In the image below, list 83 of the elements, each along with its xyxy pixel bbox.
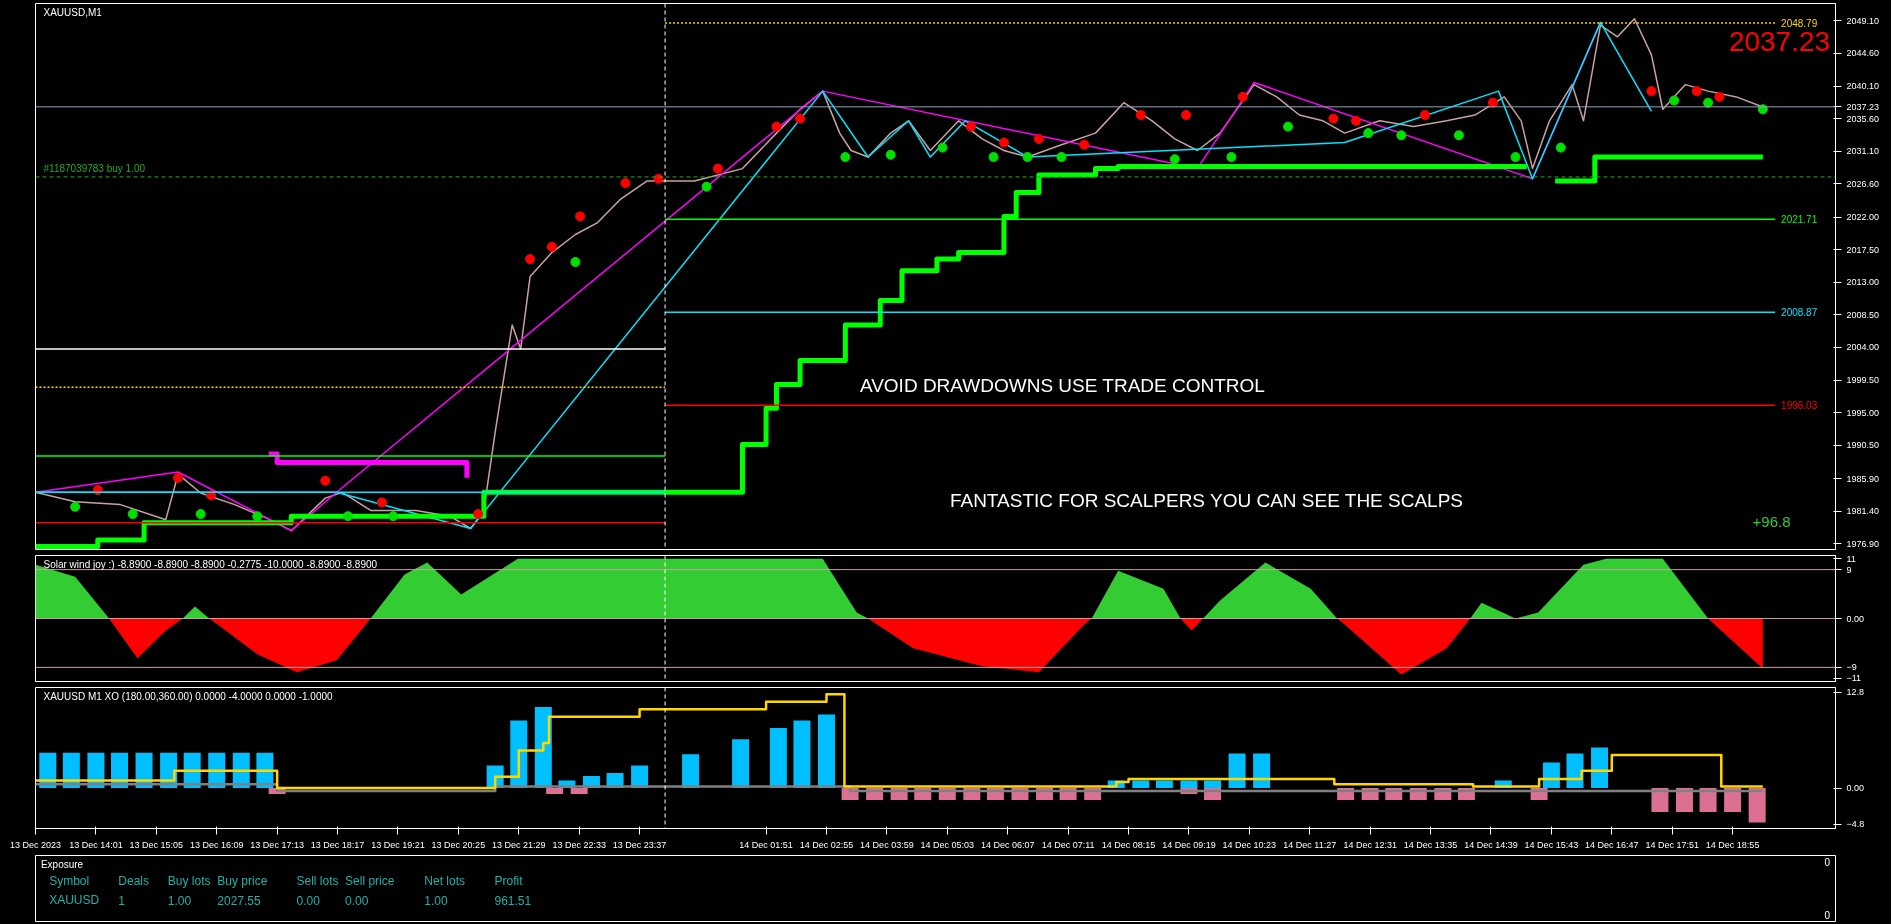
y-tick-label: 2049.10 — [1846, 15, 1880, 26]
y-tick-label: 12.8 — [1846, 687, 1865, 697]
series-label: 2008.87 — [1781, 307, 1818, 319]
chart-title: XAUUSD M1 XO (180.00,360.00) 0.0000 -4.0000 0.0000 -1.0000 — [43, 690, 334, 702]
text: Symbol — [49, 873, 90, 888]
series-label: 2021.71 — [1781, 214, 1818, 226]
annotation: FANTASTIC FOR SCALPERS YOU CAN SEE THE SCALPS — [949, 489, 1464, 511]
y-tick-label: 2026.60 — [1846, 178, 1880, 189]
y-tick-label: −11 — [1846, 673, 1862, 684]
x-tick-label: 14 Dec 02:55 — [799, 839, 854, 850]
text: XAUUSD — [49, 893, 100, 908]
x-tick-label: 14 Dec 05:03 — [920, 839, 975, 850]
text: 0 — [1824, 857, 1831, 869]
text: 2027.55 — [217, 893, 261, 908]
x-tick-label: 14 Dec 15:43 — [1524, 839, 1579, 850]
text: Buy lots — [167, 873, 211, 888]
x-tick-label: 14 Dec 06:07 — [980, 839, 1035, 850]
y-tick-label: 0.00 — [1846, 783, 1865, 793]
x-tick-label: 13 Dec 16:09 — [189, 839, 244, 850]
x-tick-label: 14 Dec 01:51 — [739, 839, 793, 850]
y-tick-label: 2022.00 — [1846, 212, 1880, 223]
text: Deals — [118, 873, 149, 888]
y-tick-label: 2017.50 — [1846, 244, 1880, 255]
y-tick-label: 11 — [1846, 553, 1856, 564]
x-tick-label: 13 Dec 14:01 — [69, 839, 123, 850]
x-tick-label: 14 Dec 17:51 — [1645, 839, 1699, 850]
y-tick-label: 2004.00 — [1846, 342, 1880, 353]
x-tick-label: 14 Dec 10:23 — [1222, 839, 1277, 850]
x-tick-label: 13 Dec 21:29 — [492, 839, 546, 850]
x-tick-label: 14 Dec 16:47 — [1585, 839, 1639, 850]
x-tick-label: 13 Dec 22:33 — [552, 839, 606, 850]
y-tick-label: 2031.10 — [1846, 146, 1880, 157]
x-tick-label: 14 Dec 13:35 — [1403, 839, 1458, 850]
y-tick-label: 1976.90 — [1846, 538, 1880, 549]
text: 961.51 — [494, 893, 532, 908]
x-tick-label: 13 Dec 19:21 — [371, 839, 425, 850]
y-tick-label: 1990.50 — [1846, 440, 1880, 451]
x-tick-label: 14 Dec 12:31 — [1343, 839, 1397, 850]
text: 0.00 — [296, 893, 321, 908]
x-tick-label: 13 Dec 15:05 — [129, 839, 184, 850]
text: 1 — [118, 893, 126, 908]
y-tick-label: 2044.60 — [1846, 48, 1880, 59]
y-tick-label: −9 — [1846, 662, 1857, 673]
x-tick-label: 13 Dec 2023 — [9, 839, 62, 850]
annotation: +96.8 — [1752, 513, 1791, 531]
text: Net lots — [424, 873, 465, 888]
x-tick-label: 13 Dec 20:25 — [431, 839, 486, 850]
x-tick-label: 14 Dec 18:55 — [1705, 839, 1760, 850]
text: 0 — [1824, 909, 1831, 921]
y-tick-label: 2040.10 — [1846, 81, 1880, 92]
y-tick-label: 1985.90 — [1846, 473, 1880, 484]
series-label: 1996.03 — [1781, 400, 1818, 412]
y-tick-label: 1981.40 — [1846, 506, 1880, 517]
x-tick-label: 13 Dec 17:13 — [250, 839, 304, 850]
text: Sell price — [345, 873, 395, 888]
x-tick-label: 14 Dec 14:39 — [1464, 839, 1518, 850]
x-tick-label: 14 Dec 11:27 — [1283, 839, 1337, 850]
y-tick-label: 1999.50 — [1846, 375, 1880, 386]
x-tick-label: 13 Dec 18:17 — [310, 839, 365, 850]
ref-line-label: #1187039783 buy 1.00 — [43, 162, 146, 174]
chart-title: XAUUSD,M1 — [43, 6, 103, 18]
y-tick-label: 2013.00 — [1846, 277, 1880, 288]
text: Exposure — [40, 859, 84, 871]
y-tick-label: 1995.00 — [1846, 407, 1880, 418]
text: 0.00 — [345, 893, 369, 908]
text: 1.00 — [167, 893, 192, 908]
x-tick-label: 14 Dec 08:15 — [1101, 839, 1156, 850]
y-tick-label: 0.00 — [1846, 613, 1865, 624]
y-tick-label: −4.8 — [1846, 819, 1865, 829]
text: Sell lots — [296, 873, 339, 888]
x-tick-label: 13 Dec 23:37 — [612, 839, 667, 850]
text: Buy price — [217, 873, 268, 888]
y-tick-label: 2037.23 — [1846, 101, 1880, 112]
y-tick-label: 2035.60 — [1846, 113, 1880, 124]
y-tick-label: 2008.50 — [1846, 309, 1880, 320]
y-tick-label: 9 — [1846, 564, 1852, 575]
text: 1.00 — [424, 893, 448, 908]
x-tick-label: 14 Dec 07:11 — [1041, 839, 1095, 850]
x-tick-label: 14 Dec 09:19 — [1162, 839, 1216, 850]
text: Profit — [494, 873, 524, 888]
chart-title: Solar wind joy :) -8.8900 -8.8900 -8.8900 -0.2775 -10.0000 -8.8900 -8.8900 — [43, 558, 378, 570]
annotation: AVOID DRAWDOWNS USE TRADE CONTROL — [859, 375, 1265, 397]
x-tick-label: 14 Dec 03:59 — [860, 839, 914, 850]
